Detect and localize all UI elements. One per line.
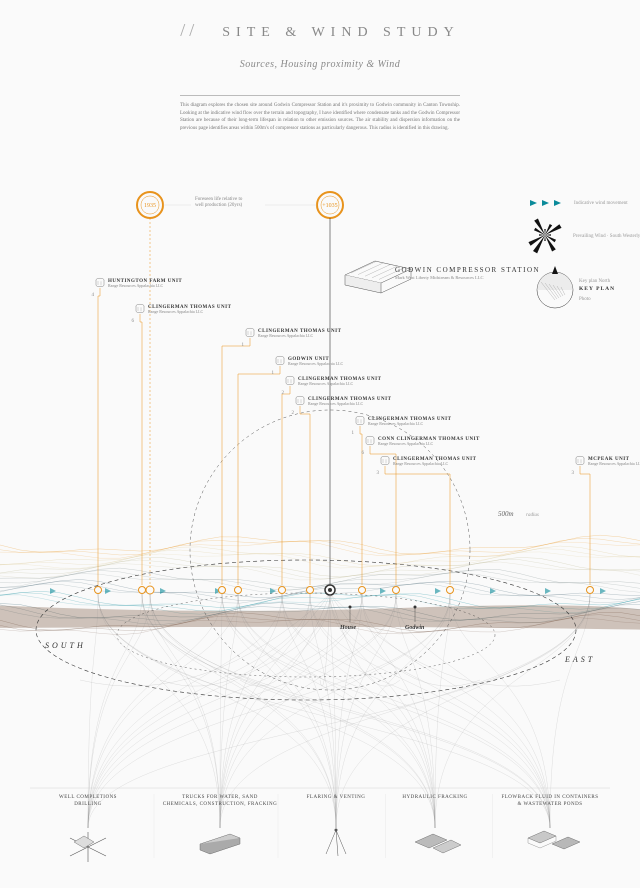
- svg-text:EAST: EAST: [564, 655, 595, 664]
- svg-text:3: 3: [572, 471, 575, 476]
- svg-text:& WASTEWATER PONDS: & WASTEWATER PONDS: [517, 802, 582, 807]
- svg-text:well production (20yrs): well production (20yrs): [195, 203, 243, 208]
- svg-text:Range Resources Appalachia LLC: Range Resources Appalachia LLC: [393, 461, 449, 466]
- svg-text:CHEMICALS, CONSTRUCTION, FRACK: CHEMICALS, CONSTRUCTION, FRACKING: [163, 802, 278, 807]
- svg-text:Photo: Photo: [579, 297, 591, 302]
- svg-text:SOUTH: SOUTH: [45, 641, 86, 650]
- svg-text:Range Resources Appalachia LLC: Range Resources Appalachia LLC: [368, 421, 424, 426]
- svg-text:6: 6: [362, 451, 365, 456]
- svg-text:GODWIN COMPRESSOR STATION: GODWIN COMPRESSOR STATION: [395, 266, 540, 274]
- svg-text:1: 1: [272, 371, 275, 376]
- svg-text:3: 3: [377, 471, 380, 476]
- svg-text:FLOWBACK FLUID IN CONTAINERS: FLOWBACK FLUID IN CONTAINERS: [501, 795, 598, 800]
- svg-text:DRILLING: DRILLING: [74, 802, 102, 807]
- svg-text:+1035: +1035: [322, 203, 337, 209]
- svg-text:1: 1: [242, 343, 245, 348]
- svg-text:KEY PLAN: KEY PLAN: [579, 286, 615, 292]
- svg-text:Range Resources Appalachia LLC: Range Resources Appalachia LLC: [108, 283, 164, 288]
- main-diagram: 500m radius 1935 +1035 Foreseen life relativ…: [0, 0, 640, 888]
- svg-text:Range Resources Appalachia LLC: Range Resources Appalachia LLC: [298, 381, 354, 386]
- svg-text:Mark West Liberty Midstream &: Mark West Liberty Midstream & Resources …: [395, 275, 484, 280]
- svg-text:Range Resources Appalachia LLC: Range Resources Appalachia LLC: [258, 333, 314, 338]
- svg-text:WELL COMPLETIONS: WELL COMPLETIONS: [59, 795, 117, 800]
- svg-text:Range Resources Appalachia LLC: Range Resources Appalachia LLC: [378, 441, 434, 446]
- svg-text:Range Resources Appalachia LLC: Range Resources Appalachia LLC: [308, 401, 364, 406]
- svg-text:Foreseen life relative to: Foreseen life relative to: [195, 197, 243, 202]
- svg-text:4: 4: [92, 293, 95, 298]
- svg-text:TRUCKS FOR WATER, SAND: TRUCKS FOR WATER, SAND: [182, 795, 258, 800]
- svg-text:2: 2: [282, 391, 285, 396]
- svg-text:Range Resources Appalachia LLC: Range Resources Appalachia LLC: [148, 309, 204, 314]
- svg-text:1: 1: [352, 431, 355, 436]
- svg-text:radius: radius: [526, 513, 539, 518]
- svg-text:2: 2: [292, 411, 295, 416]
- svg-text:House: House: [339, 625, 356, 631]
- svg-text:500m: 500m: [498, 510, 514, 518]
- svg-text:6: 6: [132, 319, 135, 324]
- svg-text:Prevailing Wind · South Wester: Prevailing Wind · South Westerly: [573, 234, 640, 239]
- svg-text:Indicative wind movement: Indicative wind movement: [574, 201, 628, 206]
- svg-text:Range Resources Appalachia LLC: Range Resources Appalachia LLC: [288, 361, 344, 366]
- svg-text:Range Resources Appalachia LLC: Range Resources Appalachia LLC: [588, 461, 640, 466]
- svg-text:FLARING & VENTING: FLARING & VENTING: [307, 795, 366, 800]
- svg-text:Key plan North: Key plan North: [579, 279, 611, 284]
- svg-text:HYDRAULIC FRACKING: HYDRAULIC FRACKING: [402, 795, 467, 800]
- svg-text:Godwin: Godwin: [405, 625, 425, 631]
- svg-text:1935: 1935: [144, 203, 156, 209]
